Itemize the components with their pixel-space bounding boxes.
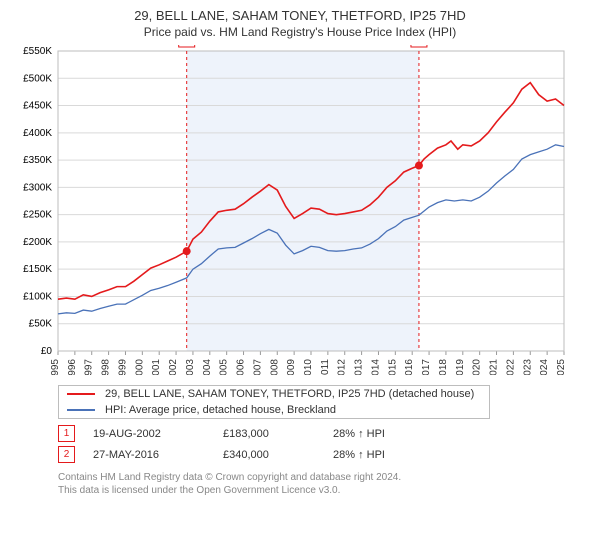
legend-label: 29, BELL LANE, SAHAM TONEY, THETFORD, IP… (105, 388, 474, 400)
svg-text:£250K: £250K (23, 210, 52, 221)
svg-text:£150K: £150K (23, 264, 52, 275)
svg-text:2: 2 (416, 45, 422, 47)
legend-row: HPI: Average price, detached house, Brec… (59, 402, 489, 418)
svg-text:£300K: £300K (23, 182, 52, 193)
svg-text:2019: 2019 (455, 359, 466, 375)
svg-text:2021: 2021 (489, 359, 500, 375)
svg-text:2023: 2023 (522, 359, 533, 375)
transaction-price: £183,000 (223, 428, 333, 440)
svg-text:1996: 1996 (67, 359, 78, 375)
svg-text:2001: 2001 (151, 359, 162, 375)
legend-swatch (67, 393, 95, 395)
legend-box: 29, BELL LANE, SAHAM TONEY, THETFORD, IP… (58, 385, 490, 419)
svg-text:2008: 2008 (269, 359, 280, 375)
svg-text:1997: 1997 (84, 359, 95, 375)
svg-text:2007: 2007 (252, 359, 263, 375)
price-chart: £0 £50K £100K £150K £200K £250K £300K £350K £400… (10, 45, 590, 375)
footer-line: This data is licensed under the Open Gov… (58, 484, 590, 497)
svg-text:2010: 2010 (303, 359, 314, 375)
svg-text:2014: 2014 (370, 359, 381, 375)
svg-text:2004: 2004 (202, 359, 213, 375)
footer-line: Contains HM Land Registry data © Crown c… (58, 471, 590, 484)
svg-text:£450K: £450K (23, 101, 52, 112)
svg-text:2020: 2020 (472, 359, 483, 375)
transaction-row: 2 27-MAY-2016 £340,000 28% ↑ HPI (58, 446, 590, 463)
svg-text:2012: 2012 (337, 359, 348, 375)
svg-text:£500K: £500K (23, 73, 52, 84)
svg-text:2025: 2025 (556, 359, 567, 375)
svg-text:2013: 2013 (354, 359, 365, 375)
svg-text:2011: 2011 (320, 359, 331, 375)
legend-row: 29, BELL LANE, SAHAM TONEY, THETFORD, IP… (59, 386, 489, 402)
svg-text:£200K: £200K (23, 237, 52, 248)
svg-text:2005: 2005 (219, 359, 230, 375)
svg-text:2000: 2000 (134, 359, 145, 375)
svg-text:£50K: £50K (29, 319, 53, 330)
svg-text:£100K: £100K (23, 291, 52, 302)
transaction-delta: 28% ↑ HPI (333, 428, 385, 440)
page-subtitle: Price paid vs. HM Land Registry's House … (10, 25, 590, 39)
svg-text:2009: 2009 (286, 359, 297, 375)
transaction-list: 1 19-AUG-2002 £183,000 28% ↑ HPI 2 27-MA… (58, 425, 590, 463)
svg-text:1998: 1998 (101, 359, 112, 375)
marker-badge-icon: 2 (58, 446, 75, 463)
svg-text:2022: 2022 (505, 359, 516, 375)
svg-text:2002: 2002 (168, 359, 179, 375)
transaction-date: 27-MAY-2016 (93, 449, 223, 461)
svg-text:2017: 2017 (421, 359, 432, 375)
svg-text:2016: 2016 (404, 359, 415, 375)
svg-text:1999: 1999 (117, 359, 128, 375)
svg-text:£400K: £400K (23, 128, 52, 139)
svg-text:£550K: £550K (23, 46, 52, 57)
svg-text:1: 1 (184, 45, 190, 47)
transaction-delta: 28% ↑ HPI (333, 449, 385, 461)
svg-text:2006: 2006 (236, 359, 247, 375)
footer-fineprint: Contains HM Land Registry data © Crown c… (58, 471, 590, 497)
svg-text:1995: 1995 (50, 359, 61, 375)
transaction-date: 19-AUG-2002 (93, 428, 223, 440)
legend-label: HPI: Average price, detached house, Brec… (105, 404, 336, 416)
chart-svg: £0 £50K £100K £150K £200K £250K £300K £350K £400… (10, 45, 570, 375)
legend-swatch (67, 409, 95, 411)
svg-text:£350K: £350K (23, 155, 52, 166)
svg-text:£0: £0 (41, 346, 53, 357)
marker-badge-icon: 1 (58, 425, 75, 442)
svg-text:2003: 2003 (185, 359, 196, 375)
svg-text:2015: 2015 (387, 359, 398, 375)
transaction-row: 1 19-AUG-2002 £183,000 28% ↑ HPI (58, 425, 590, 442)
svg-text:2018: 2018 (438, 359, 449, 375)
svg-text:2024: 2024 (539, 359, 550, 375)
page-title: 29, BELL LANE, SAHAM TONEY, THETFORD, IP… (10, 8, 590, 23)
transaction-price: £340,000 (223, 449, 333, 461)
